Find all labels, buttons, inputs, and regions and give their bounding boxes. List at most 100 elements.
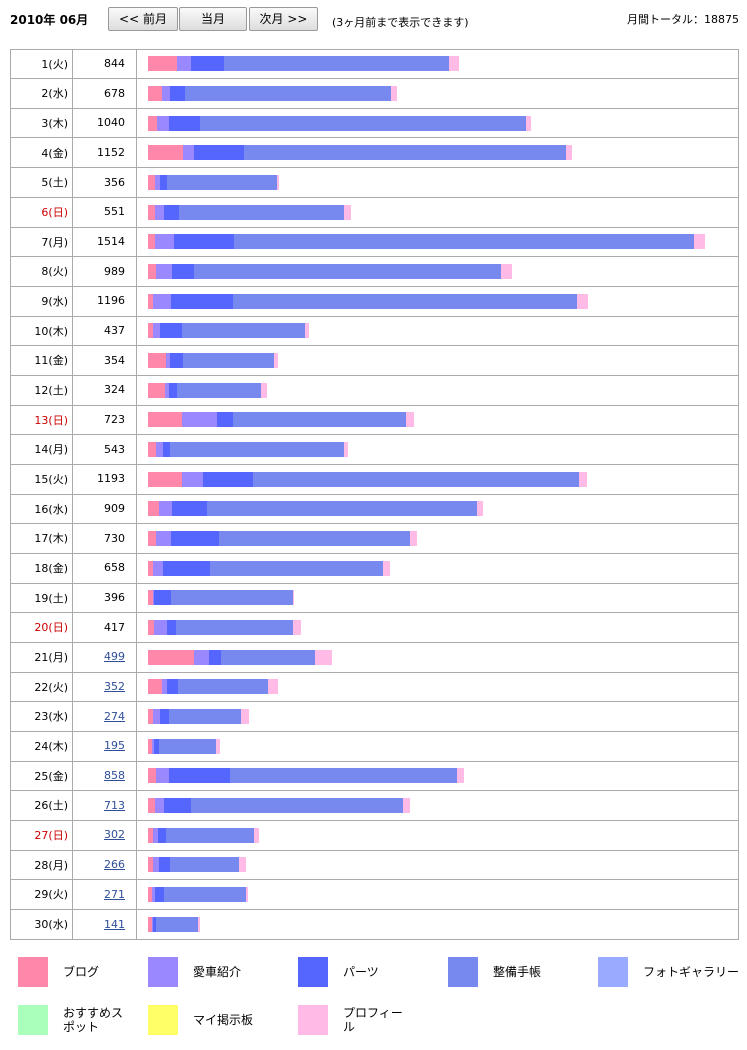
bar-segment — [167, 679, 179, 695]
day-total[interactable]: 141 — [73, 909, 137, 939]
bar-segment — [566, 145, 572, 161]
legend-swatch — [18, 1005, 48, 1035]
bar-segment — [233, 293, 578, 309]
day-total[interactable]: 713 — [73, 790, 137, 820]
bar-segment — [198, 916, 200, 932]
bar-segment — [240, 709, 249, 725]
legend-swatch — [298, 1005, 328, 1035]
bar-segment — [694, 234, 706, 250]
bar-segment — [156, 531, 172, 547]
legend-label: パーツ — [343, 965, 379, 979]
bar-segment — [156, 115, 169, 131]
bar-segment — [148, 768, 157, 784]
day-total: 324 — [73, 375, 137, 405]
day-label: 13(日) — [11, 405, 73, 435]
day-total: 1196 — [73, 286, 137, 316]
note: (3ヶ月前まで表示できます) — [332, 16, 469, 29]
bar-segment — [164, 382, 169, 398]
bar-segment — [170, 353, 183, 369]
day-row: 30(水) 141 — [10, 909, 739, 940]
bar-segment — [148, 204, 155, 220]
bar-segment — [148, 115, 157, 131]
bar-segment — [230, 768, 457, 784]
bar-segment — [160, 709, 169, 725]
day-label: 4(金) — [11, 138, 73, 168]
legend-swatch — [598, 957, 628, 987]
day-total[interactable]: 858 — [73, 761, 137, 791]
bar-segment — [154, 798, 164, 814]
bar-segment — [148, 560, 154, 576]
bar-segment — [148, 501, 160, 517]
day-label: 24(木) — [11, 731, 73, 761]
bar-segment — [168, 382, 178, 398]
current-button[interactable]: 当月 — [179, 7, 247, 31]
bar-segment — [153, 323, 161, 339]
day-total: 1152 — [73, 138, 137, 168]
bar-segment — [578, 471, 588, 487]
prev-button[interactable]: << 前月 — [108, 7, 178, 31]
day-total[interactable]: 266 — [73, 850, 137, 880]
day-total[interactable]: 195 — [73, 731, 137, 761]
bar-segment — [449, 56, 459, 72]
bar-segment — [182, 145, 194, 161]
day-label: 3(木) — [11, 108, 73, 138]
bar-segment — [261, 382, 268, 398]
bar-segment — [185, 85, 391, 101]
bar-segment — [153, 916, 157, 932]
bar-segment — [148, 649, 194, 665]
bar-segment — [148, 531, 157, 547]
bar-segment — [170, 857, 239, 873]
day-total[interactable]: 352 — [73, 672, 137, 702]
day-row: 24(木) 195 — [10, 731, 739, 762]
bar-segment — [148, 738, 153, 754]
day-total[interactable]: 274 — [73, 701, 137, 731]
bar-segment — [178, 204, 344, 220]
day-total: 551 — [73, 197, 137, 227]
bar-segment — [245, 887, 248, 903]
day-total[interactable]: 271 — [73, 879, 137, 909]
day-label: 7(月) — [11, 227, 73, 257]
bar-segment — [194, 649, 210, 665]
day-total: 356 — [73, 167, 137, 197]
bar-segment — [168, 709, 241, 725]
bar-segment — [158, 827, 167, 843]
bar-segment — [156, 442, 164, 458]
day-label: 6(日) — [11, 197, 73, 227]
bar-segment — [409, 531, 417, 547]
day-label: 29(火) — [11, 879, 73, 909]
bar-segment — [405, 412, 415, 428]
day-total: 658 — [73, 553, 137, 583]
day-label: 16(水) — [11, 494, 73, 524]
day-total[interactable]: 302 — [73, 820, 137, 850]
day-total: 909 — [73, 494, 137, 524]
legend-label: マイ掲示板 — [193, 1013, 254, 1027]
bar-segment — [210, 560, 384, 576]
legend-label: フォトギャラリー — [643, 965, 740, 979]
day-row: 1(火) 844 — [10, 49, 739, 80]
day-total: 354 — [73, 345, 137, 375]
day-row: 15(火) 1193 — [10, 464, 739, 495]
next-button[interactable]: 次月 >> — [249, 7, 318, 31]
bar-segment — [161, 85, 171, 101]
day-row: 7(月) 1514 — [10, 227, 739, 258]
bar-segment — [500, 264, 512, 280]
bar-segment — [525, 115, 531, 131]
legend-label: 整備手帳 — [493, 965, 542, 979]
bar-segment — [168, 768, 231, 784]
bar-segment — [194, 264, 501, 280]
bar-segment — [171, 590, 293, 606]
bar-segment — [292, 620, 302, 636]
day-label: 23(水) — [11, 701, 73, 731]
bar-segment — [163, 204, 179, 220]
bar-segment — [148, 145, 183, 161]
day-total: 437 — [73, 316, 137, 346]
bar-segment — [244, 145, 567, 161]
day-row: 4(金) 1152 — [10, 138, 739, 169]
bar-segment — [148, 85, 162, 101]
day-total[interactable]: 499 — [73, 642, 137, 672]
bar-segment — [577, 293, 589, 309]
bar-segment — [148, 827, 154, 843]
bar-segment — [171, 501, 207, 517]
day-label: 28(月) — [11, 850, 73, 880]
bar-segment — [172, 264, 195, 280]
